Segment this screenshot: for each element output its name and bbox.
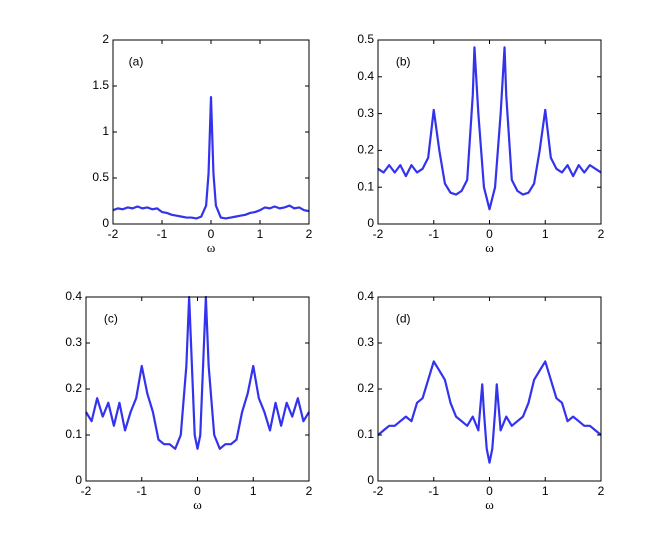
x-tick-label: -2	[81, 484, 92, 498]
x-tick-label: -1	[428, 227, 439, 241]
y-tick-label: 0.5	[357, 32, 374, 46]
y-tick-label: 0.1	[357, 427, 374, 441]
x-tick-label: 2	[306, 227, 313, 241]
panel-label: (c)	[104, 311, 118, 325]
x-axis-label: ω	[193, 497, 202, 512]
x-tick-label: 2	[598, 227, 605, 241]
panel-label: (d)	[396, 311, 411, 325]
y-tick-label: 0	[367, 473, 374, 487]
panel-label: (b)	[396, 54, 411, 68]
y-tick-label: 0.2	[65, 381, 82, 395]
y-tick-label: 0.3	[357, 335, 374, 349]
x-tick-label: 0	[194, 484, 201, 498]
subplot: -2 -1 0 1 2 0 0.1 0.2 0.3 0.4 0.5 ω (b)	[357, 32, 604, 255]
y-tick-label: 0	[75, 473, 82, 487]
y-tick-label: 0.3	[65, 335, 82, 349]
data-line	[85, 295, 310, 450]
x-tick-label: 1	[542, 484, 549, 498]
axes-box	[377, 296, 602, 482]
data-line	[112, 95, 310, 220]
x-axis-label: ω	[485, 497, 494, 512]
panel-label: (a)	[129, 54, 144, 68]
x-tick-label: 1	[542, 227, 549, 241]
x-tick-label: -2	[373, 484, 384, 498]
y-tick-label: 0.1	[357, 179, 374, 193]
axes-box	[377, 39, 602, 225]
y-tick-label: 1	[102, 124, 109, 138]
x-tick-label: 0	[486, 227, 493, 241]
x-tick-label: 2	[306, 484, 313, 498]
x-tick-label: -2	[373, 227, 384, 241]
axes-box	[85, 296, 310, 482]
y-tick-label: 0.4	[357, 69, 374, 83]
x-tick-label: 1	[257, 227, 264, 241]
y-tick-label: 0.1	[65, 427, 82, 441]
subplot: -2 -1 0 1 2 0 0.1 0.2 0.3 0.4 ω (c)	[65, 289, 312, 512]
y-tick-label: 0.2	[357, 143, 374, 157]
x-tick-label: -1	[157, 227, 168, 241]
x-tick-label: 2	[598, 484, 605, 498]
data-line	[377, 360, 602, 464]
x-tick-label: -1	[136, 484, 147, 498]
subplot: -2 -1 0 1 2 0 0.1 0.2 0.3 0.4 ω (d)	[357, 289, 604, 512]
x-tick-label: 0	[208, 227, 215, 241]
y-tick-label: 0	[102, 216, 109, 230]
y-tick-label: 0.4	[357, 289, 374, 303]
subplot: -2 -1 0 1 2 0 0.5 1 1.5 2 ω (a)	[92, 32, 312, 255]
y-tick-label: 0	[367, 216, 374, 230]
x-tick-label: -2	[108, 227, 119, 241]
y-tick-label: 0.2	[357, 381, 374, 395]
x-tick-label: -1	[428, 484, 439, 498]
y-tick-label: 2	[102, 32, 109, 46]
x-axis-label: ω	[485, 240, 494, 255]
x-tick-label: 1	[250, 484, 257, 498]
y-tick-label: 0.3	[357, 106, 374, 120]
y-tick-label: 0.4	[65, 289, 82, 303]
y-tick-label: 0.5	[92, 170, 109, 184]
data-line	[377, 46, 602, 211]
x-axis-label: ω	[207, 240, 216, 255]
y-tick-label: 1.5	[92, 78, 109, 92]
x-tick-label: 0	[486, 484, 493, 498]
